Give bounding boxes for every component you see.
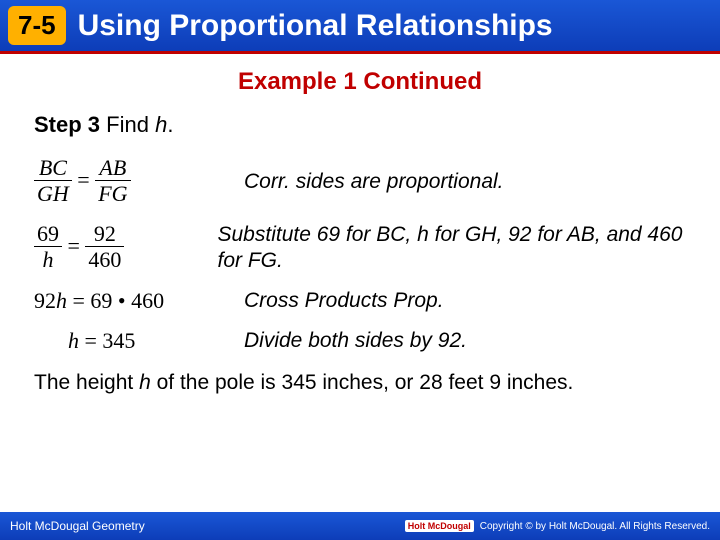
footer-left-text: Holt McDougal Geometry xyxy=(10,519,145,533)
eq-post: = 345 xyxy=(79,328,135,353)
copyright-text: Copyright © by Holt McDougal. All Rights… xyxy=(480,521,710,532)
frac-den: h xyxy=(34,247,62,273)
eq-var: h xyxy=(56,288,67,313)
cross-products-math: 92h = 69 • 460 xyxy=(34,288,244,314)
proportion-row: BC GH = AB FG Corr. sides are proportion… xyxy=(34,156,686,208)
header-bar: 7-5 Using Proportional Relationships xyxy=(0,0,720,54)
solution-row: h = 345 Divide both sides by 92. xyxy=(34,328,686,354)
equals-sign: = xyxy=(77,167,95,192)
publisher-logo: Holt McDougal xyxy=(405,520,474,532)
conclusion-post: of the pole is 345 inches, or 28 feet 9 … xyxy=(151,371,574,394)
substitution-math: 69 h = 92 460 xyxy=(34,222,218,274)
lesson-title: Using Proportional Relationships xyxy=(78,9,553,43)
frac-den: GH xyxy=(34,181,72,207)
conclusion-text: The height h of the pole is 345 inches, … xyxy=(34,369,686,396)
step-text: Find xyxy=(100,112,155,137)
eq-post: = 69 • 460 xyxy=(67,288,164,313)
step-variable: h xyxy=(155,112,167,137)
frac-den: 460 xyxy=(85,247,124,273)
proportion-math: BC GH = AB FG xyxy=(34,156,244,208)
reason-text: Cross Products Prop. xyxy=(244,288,444,314)
step-heading: Step 3 Find h. xyxy=(34,112,686,138)
substitution-row: 69 h = 92 460 Substitute 69 for BC, h fo… xyxy=(34,222,686,275)
frac-num: 69 xyxy=(34,222,62,247)
cross-products-row: 92h = 69 • 460 Cross Products Prop. xyxy=(34,288,686,314)
frac-num: BC xyxy=(34,156,72,181)
eq-var: h xyxy=(68,328,79,353)
frac-num: AB xyxy=(95,156,130,181)
lesson-number-badge: 7-5 xyxy=(8,6,66,45)
footer-right: Holt McDougal Copyright © by Holt McDoug… xyxy=(405,520,710,532)
conclusion-pre: The height xyxy=(34,371,139,394)
step-period: . xyxy=(167,112,173,137)
step-number: Step 3 xyxy=(34,112,100,137)
reason-text: Substitute 69 for BC, h for GH, 92 for A… xyxy=(218,222,687,275)
example-title: Example 1 Continued xyxy=(0,68,720,96)
footer-bar: Holt McDougal Geometry Holt McDougal Cop… xyxy=(0,512,720,540)
solution-math: h = 345 xyxy=(34,328,244,354)
frac-den: FG xyxy=(95,181,130,207)
reason-text: Divide both sides by 92. xyxy=(244,328,467,354)
eq-pre: 92 xyxy=(34,288,56,313)
content-area: Step 3 Find h. BC GH = AB FG Corr. sides… xyxy=(0,96,720,396)
equals-sign: = xyxy=(68,233,86,258)
conclusion-var: h xyxy=(139,371,151,394)
frac-num: 92 xyxy=(85,222,124,247)
reason-text: Corr. sides are proportional. xyxy=(244,169,504,195)
